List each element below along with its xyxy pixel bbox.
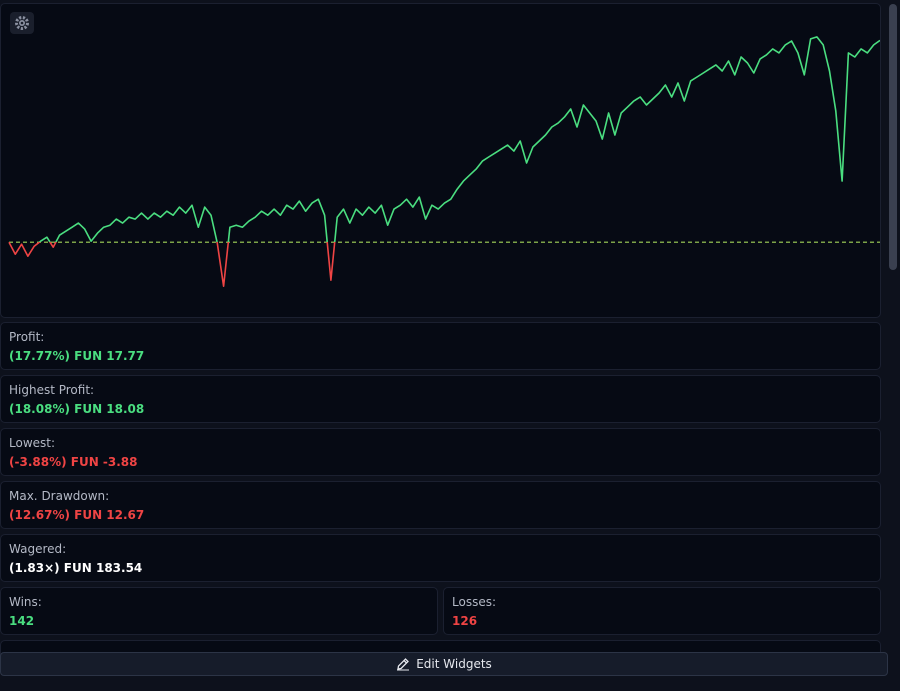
stat-card: Wins: 142: [0, 587, 438, 635]
stat-label: Highest Profit:: [9, 383, 95, 397]
stat-card: Losses: 126: [443, 587, 881, 635]
stat-value: (17.77%) FUN 17.77: [9, 349, 145, 363]
edit-widgets-button[interactable]: Edit Widgets: [0, 652, 888, 676]
stat-card: Highest Profit: (18.08%) FUN 18.08: [0, 375, 881, 423]
stat-value: (18.08%) FUN 18.08: [9, 402, 145, 416]
stat-value: 142: [9, 614, 35, 628]
profit-line: [8, 36, 880, 287]
stat-label: Max. Drawdown:: [9, 489, 110, 503]
settings-button[interactable]: [10, 12, 34, 34]
button-label: Edit Widgets: [416, 657, 492, 671]
chart-panel: [0, 3, 881, 318]
chart: [8, 12, 880, 287]
scrollbar[interactable]: [889, 4, 897, 270]
stat-value: (12.67%) FUN 12.67: [9, 508, 145, 522]
stat-label: Profit:: [9, 330, 45, 344]
stat-label: Wagered:: [9, 542, 67, 556]
stat-card: Lowest: (-3.88%) FUN -3.88: [0, 428, 881, 476]
stat-value: (1.83×) FUN 183.54: [9, 561, 143, 575]
stat-value: (-3.88%) FUN -3.88: [9, 455, 138, 469]
stat-label: Lowest:: [9, 436, 56, 450]
stat-label: Losses:: [452, 595, 496, 609]
stat-card: Max. Drawdown: (12.67%) FUN 12.67: [0, 481, 881, 529]
stat-card: Wagered: (1.83×) FUN 183.54: [0, 534, 881, 582]
stat-card: Profit: (17.77%) FUN 17.77: [0, 322, 881, 370]
edit-icon: [397, 658, 410, 671]
stat-value: 126: [452, 614, 478, 628]
stat-label: Wins:: [9, 595, 42, 609]
